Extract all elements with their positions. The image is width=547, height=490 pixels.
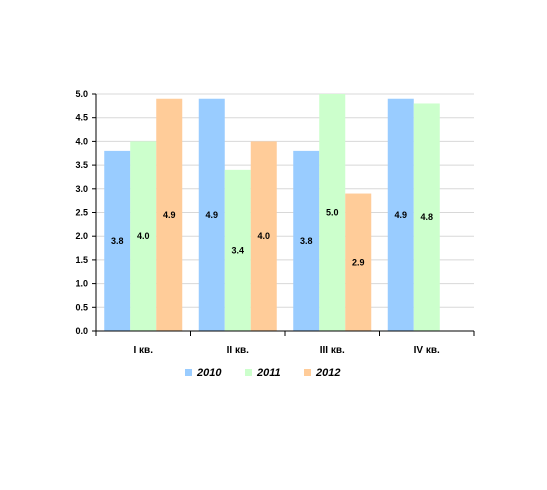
bar-value-label: 3.8 [300,236,313,246]
bar-value-label: 4.9 [394,210,407,220]
bars [104,94,440,332]
bar-2011 [224,169,251,331]
axes: 0.0 0.5 1.0 1.5 2.0 2.5 3.0 3.5 4.0 4.5 5.0 I кв. II… [75,89,475,356]
legend: 2010 2011 2012 [185,367,340,379]
bar-value-label: 4.8 [420,212,433,222]
y-tick-label: 0.0 [75,326,88,336]
bar-2012 [156,98,183,332]
y-tick-label: 5.0 [75,89,88,99]
bar-value-label: 4.9 [163,210,176,220]
bar-value-label: 4.9 [205,210,218,220]
y-tick-label: 4.0 [75,136,88,146]
data-labels: 3.8 4.0 4.9 4.9 3.4 4.0 3.8 5.0 2.9 4.9 4.8 [111,208,433,268]
bar-value-label: 2.9 [352,257,365,267]
y-tick-label: 1.0 [75,279,88,289]
x-category-label: I кв. [134,345,154,356]
legend-swatch-2012 [304,369,311,376]
bar-2010 [293,150,320,331]
bar-2012 [345,193,372,331]
bar-2011 [130,141,157,331]
y-tick-label: 1.5 [75,255,88,265]
x-category-label: II кв. [227,345,249,356]
y-tick-label: 2.5 [75,208,88,218]
bar-value-label: 4.0 [137,231,150,241]
y-tick-label: 4.5 [75,113,88,123]
y-tick-label: 2.0 [75,231,88,241]
legend-label-2010: 2010 [196,367,222,379]
bar-value-label: 3.4 [231,245,244,255]
y-tick-label: 3.0 [75,184,88,194]
y-tick-label: 0.5 [75,302,88,312]
legend-swatch-2011 [245,369,252,376]
bar-value-label: 3.8 [111,236,124,246]
legend-label-2011: 2011 [256,367,281,379]
bar-value-label: 4.0 [257,231,270,241]
bar-2010 [104,150,131,331]
legend-label-2012: 2012 [315,367,340,379]
bar-2011 [413,103,440,331]
bar-value-label: 5.0 [326,208,339,218]
bar-2010 [198,98,225,332]
bar-2011 [319,94,346,331]
y-tick-label: 3.5 [75,160,88,170]
bar-2012 [250,141,277,331]
x-category-label: IV кв. [414,345,440,356]
bar-2010 [387,98,414,332]
x-category-label: III кв. [320,345,345,356]
legend-swatch-2010 [185,369,192,376]
